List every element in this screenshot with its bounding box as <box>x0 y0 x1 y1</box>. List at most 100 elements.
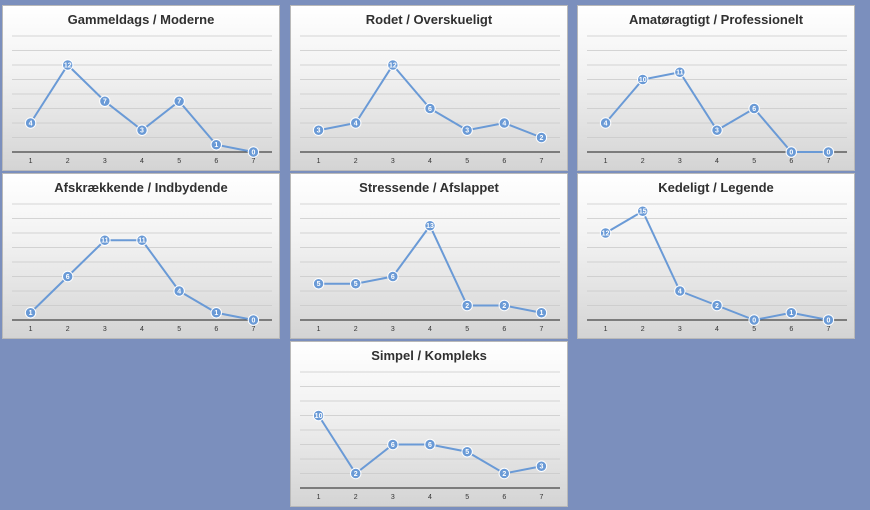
data-point <box>637 73 649 86</box>
x-tick-label: 4 <box>428 494 432 501</box>
data-point <box>350 278 362 290</box>
data-point <box>24 117 37 129</box>
data-point <box>312 278 325 290</box>
x-tick-label: 1 <box>317 326 321 333</box>
data-point <box>748 102 760 115</box>
data-label: 1 <box>29 310 33 317</box>
x-tick-label: 2 <box>354 494 358 501</box>
x-tick-label: 7 <box>539 326 543 333</box>
x-tick-label: 1 <box>604 158 608 165</box>
chart-panel-afskraekkende-indbydende: Afskrækkende / Indbydende 1 2 3 4 5 6 7 1 6 11 11 4… <box>2 173 280 339</box>
x-tick-label: 6 <box>502 494 506 501</box>
series-line <box>604 71 829 153</box>
data-point <box>424 102 436 115</box>
data-point <box>535 131 548 144</box>
data-point <box>247 146 260 158</box>
x-tick-label: 7 <box>539 494 543 501</box>
data-point <box>210 139 222 151</box>
data-point <box>350 117 362 129</box>
x-tick-label: 1 <box>29 326 33 333</box>
line-chart: 1 2 3 4 5 6 7 1 6 11 11 4 1 0 <box>12 203 272 333</box>
data-point <box>312 409 325 422</box>
data-point <box>822 314 835 326</box>
x-tick-label: 6 <box>789 158 793 165</box>
data-point <box>822 146 835 158</box>
data-label: 4 <box>604 120 608 127</box>
data-label: 5 <box>317 281 321 288</box>
x-tick-label: 5 <box>465 158 469 165</box>
x-tick-label: 1 <box>317 494 321 501</box>
x-tick-label: 3 <box>391 326 395 333</box>
data-label: 2 <box>465 303 469 310</box>
line-chart: 1 2 3 4 5 6 7 5 5 6 13 2 2 1 <box>300 203 560 333</box>
x-tick-label: 5 <box>177 158 181 165</box>
chart-title: Kedeligt / Legende <box>658 180 774 195</box>
x-tick-label: 1 <box>604 326 608 333</box>
data-point <box>498 117 510 129</box>
x-tick-label: 4 <box>428 158 432 165</box>
data-point <box>637 205 649 217</box>
x-tick-label: 2 <box>354 326 358 333</box>
x-tick-label: 2 <box>66 158 70 165</box>
x-tick-label: 3 <box>391 158 395 165</box>
data-label: 0 <box>789 149 793 156</box>
data-point <box>173 285 185 297</box>
data-label: 1 <box>789 310 793 317</box>
chart-panel-rodet-overskueligt: Rodet / Overskueligt 1 2 3 4 5 6 7 3 4 12 6 3 4 2 <box>290 5 568 171</box>
data-label: 0 <box>251 317 255 324</box>
x-tick-label: 7 <box>826 158 830 165</box>
data-label: 1 <box>539 310 543 317</box>
chart-title: Simpel / Kompleks <box>371 348 487 363</box>
data-label: 10 <box>639 77 647 84</box>
data-point <box>173 95 185 107</box>
x-tick-label: 2 <box>641 326 645 333</box>
x-tick-label: 6 <box>214 158 218 165</box>
data-point <box>99 234 111 246</box>
data-point <box>312 124 325 136</box>
data-label: 11 <box>138 238 146 245</box>
data-label: 1 <box>214 310 218 317</box>
data-label: 4 <box>177 288 181 295</box>
data-point <box>674 285 686 297</box>
x-tick-label: 5 <box>465 326 469 333</box>
data-point <box>424 220 436 232</box>
data-label: 2 <box>502 471 506 478</box>
x-tick-label: 5 <box>177 326 181 333</box>
data-label: 0 <box>752 317 756 324</box>
x-tick-label: 6 <box>502 326 506 333</box>
data-point <box>387 59 399 71</box>
x-tick-label: 3 <box>678 326 682 333</box>
chart-panel-kedeligt-legende: Kedeligt / Legende 1 2 3 4 5 6 7 12 15 4 2 0 1 0 <box>577 173 855 339</box>
data-point <box>785 307 797 319</box>
x-tick-label: 5 <box>752 158 756 165</box>
line-chart: 1 2 3 4 5 6 7 4 10 11 3 6 0 0 <box>587 35 847 165</box>
data-label: 3 <box>539 464 543 471</box>
data-label: 4 <box>678 288 682 295</box>
data-point <box>247 314 260 326</box>
data-point <box>461 446 473 458</box>
chart-panel-stressende-afslappet: Stressende / Afslappet 1 2 3 4 5 6 7 5 5 6 13 2 2 1 <box>290 173 568 339</box>
data-label: 10 <box>315 413 323 420</box>
x-tick-label: 2 <box>66 326 70 333</box>
data-label: 11 <box>676 70 684 77</box>
data-label: 3 <box>715 128 719 135</box>
data-point <box>99 95 111 107</box>
x-tick-label: 4 <box>715 326 719 333</box>
data-point <box>136 234 148 246</box>
chart-title: Afskrækkende / Indbydende <box>54 180 228 195</box>
data-label: 0 <box>826 149 830 156</box>
chart-title: Rodet / Overskueligt <box>365 12 493 27</box>
data-label: 3 <box>140 128 144 135</box>
data-point <box>711 124 723 136</box>
data-label: 3 <box>317 128 321 135</box>
data-label: 5 <box>354 281 358 288</box>
chart-title: Amatøragtigt / Professionelt <box>628 12 804 27</box>
data-point <box>62 59 74 71</box>
data-label: 2 <box>539 135 543 142</box>
x-tick-label: 5 <box>752 326 756 333</box>
x-tick-label: 2 <box>641 158 645 165</box>
data-point <box>461 124 473 136</box>
